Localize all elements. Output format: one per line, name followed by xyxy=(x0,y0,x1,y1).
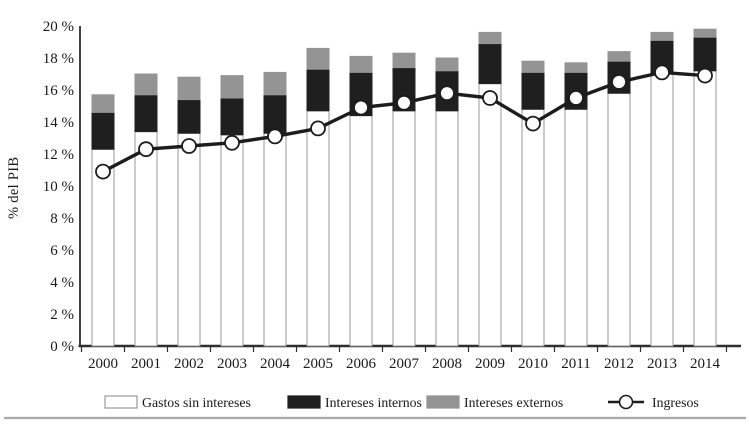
legend-label: Gastos sin intereses xyxy=(142,395,251,410)
legend-swatch-intereses-internos xyxy=(287,395,321,409)
ingresos-marker-2011 xyxy=(568,90,584,106)
ingresos-marker-2000 xyxy=(95,163,111,180)
bar-segment-intereses-externos-2012 xyxy=(607,51,631,62)
ingresos-marker-2013 xyxy=(654,64,670,81)
bar-segment-intereses-externos-2005 xyxy=(306,47,330,70)
x-axis-tick-label: 2014 xyxy=(690,356,721,372)
x-axis-tick-label: 2011 xyxy=(561,356,590,372)
legend-label: Intereses internos xyxy=(325,395,422,410)
y-axis-tick-label: 6 % xyxy=(50,243,74,259)
y-axis-tick-label: 8 % xyxy=(50,211,74,227)
x-axis-tick-label: 2010 xyxy=(518,356,548,372)
ingresos-marker-2007 xyxy=(396,94,412,111)
x-axis-tick-label: 2004 xyxy=(260,356,291,372)
ingresos-marker-2009 xyxy=(482,90,498,106)
bar-segment-intereses-internos-2000 xyxy=(91,111,115,150)
ingresos-marker-2010 xyxy=(525,115,541,132)
ingresos-marker-2002 xyxy=(181,138,197,154)
y-axis-tick-label: 20 % xyxy=(43,19,74,35)
x-axis-tick-label: 2006 xyxy=(346,356,377,372)
bar-segment-intereses-externos-2000 xyxy=(91,94,115,113)
x-axis-tick-label: 2003 xyxy=(217,356,247,372)
x-axis-tick-label: 2008 xyxy=(432,356,462,372)
legend-swatch-intereses-externos xyxy=(426,395,460,409)
bar-segment-gastos-sin-intereses-2012 xyxy=(607,92,631,347)
ingresos-marker-2001 xyxy=(138,141,154,158)
bar-segment-intereses-internos-2004 xyxy=(263,94,287,134)
x-axis-tick-label: 2007 xyxy=(389,356,420,372)
bar-segment-intereses-internos-2009 xyxy=(478,43,502,85)
bar-segment-gastos-sin-intereses-2010 xyxy=(521,108,545,347)
ingresos-marker-2004 xyxy=(267,128,283,145)
bar-segment-intereses-externos-2002 xyxy=(177,76,201,101)
y-axis-tick-label: 16 % xyxy=(43,83,74,99)
bar-segment-gastos-sin-intereses-2003 xyxy=(220,134,244,347)
bar-segment-intereses-externos-2006 xyxy=(349,55,373,73)
bar-segment-gastos-sin-intereses-2008 xyxy=(435,110,459,347)
bar-segment-intereses-internos-2002 xyxy=(177,99,201,134)
bar-segment-gastos-sin-intereses-2005 xyxy=(306,110,330,347)
y-axis-tick-label: 18 % xyxy=(43,51,74,67)
bar-segment-intereses-externos-2004 xyxy=(263,71,287,96)
bar-segment-gastos-sin-intereses-2004 xyxy=(263,132,287,347)
x-axis-tick-label: 2002 xyxy=(174,356,204,372)
bar-segment-intereses-externos-2014 xyxy=(693,28,717,38)
ingresos-marker-2012 xyxy=(611,74,627,90)
bar-segment-gastos-sin-intereses-2013 xyxy=(650,73,674,347)
bar-segment-intereses-externos-2001 xyxy=(134,73,158,96)
legend-circle-marker xyxy=(618,394,634,410)
ingresos-marker-2008 xyxy=(439,85,455,102)
bar-segment-intereses-externos-2009 xyxy=(478,31,502,45)
bar-segment-intereses-internos-2014 xyxy=(693,36,717,72)
x-axis-tick-label: 2009 xyxy=(475,356,505,372)
bar-segment-gastos-sin-intereses-2001 xyxy=(134,131,158,347)
y-axis-tick-label: 10 % xyxy=(43,179,74,195)
bar-segment-intereses-externos-2011 xyxy=(564,62,588,73)
bar-segment-gastos-sin-intereses-2006 xyxy=(349,115,373,347)
ingresos-marker-2014 xyxy=(697,67,713,84)
bar-segment-intereses-internos-2005 xyxy=(306,68,330,112)
bar-segment-intereses-externos-2013 xyxy=(650,31,674,41)
legend-label: Ingresos xyxy=(652,395,699,410)
ingresos-marker-2006 xyxy=(353,99,369,116)
bar-segment-intereses-internos-2003 xyxy=(220,97,244,136)
x-axis-tick-label: 2012 xyxy=(604,356,634,372)
y-axis-tick-label: 4 % xyxy=(50,275,74,291)
y-axis-tick-label: 14 % xyxy=(43,115,74,131)
x-axis-tick-label: 2013 xyxy=(647,356,677,372)
x-axis-tick-label: 2005 xyxy=(303,356,333,372)
legend-swatch-gastos-sin-intereses xyxy=(104,395,138,409)
bar-segment-intereses-internos-2010 xyxy=(521,71,545,110)
bar-segment-gastos-sin-intereses-2009 xyxy=(478,83,502,347)
y-axis-title: % del PIB xyxy=(6,156,22,220)
bar-segment-gastos-sin-intereses-2014 xyxy=(693,70,717,347)
legend-label: Intereses externos xyxy=(464,395,563,410)
bar-segment-intereses-internos-2001 xyxy=(134,94,158,133)
ingresos-marker-2005 xyxy=(310,120,326,137)
y-axis-tick-label: 2 % xyxy=(50,307,74,323)
bar-segment-gastos-sin-intereses-2002 xyxy=(177,132,201,347)
bar-segment-intereses-externos-2007 xyxy=(392,52,416,69)
bar-segment-intereses-externos-2010 xyxy=(521,60,545,73)
y-axis-tick-label: 12 % xyxy=(43,147,74,163)
x-axis-tick-label: 2001 xyxy=(131,356,161,372)
bar-segment-gastos-sin-intereses-2011 xyxy=(564,108,588,347)
bar-segment-gastos-sin-intereses-2007 xyxy=(392,110,416,347)
bar-segment-intereses-externos-2003 xyxy=(220,75,244,99)
y-axis-tick-label: 0 % xyxy=(50,339,74,355)
bar-segment-intereses-externos-2008 xyxy=(435,57,459,72)
ingresos-marker-2003 xyxy=(224,134,240,151)
x-axis-tick-label: 2000 xyxy=(88,356,118,372)
